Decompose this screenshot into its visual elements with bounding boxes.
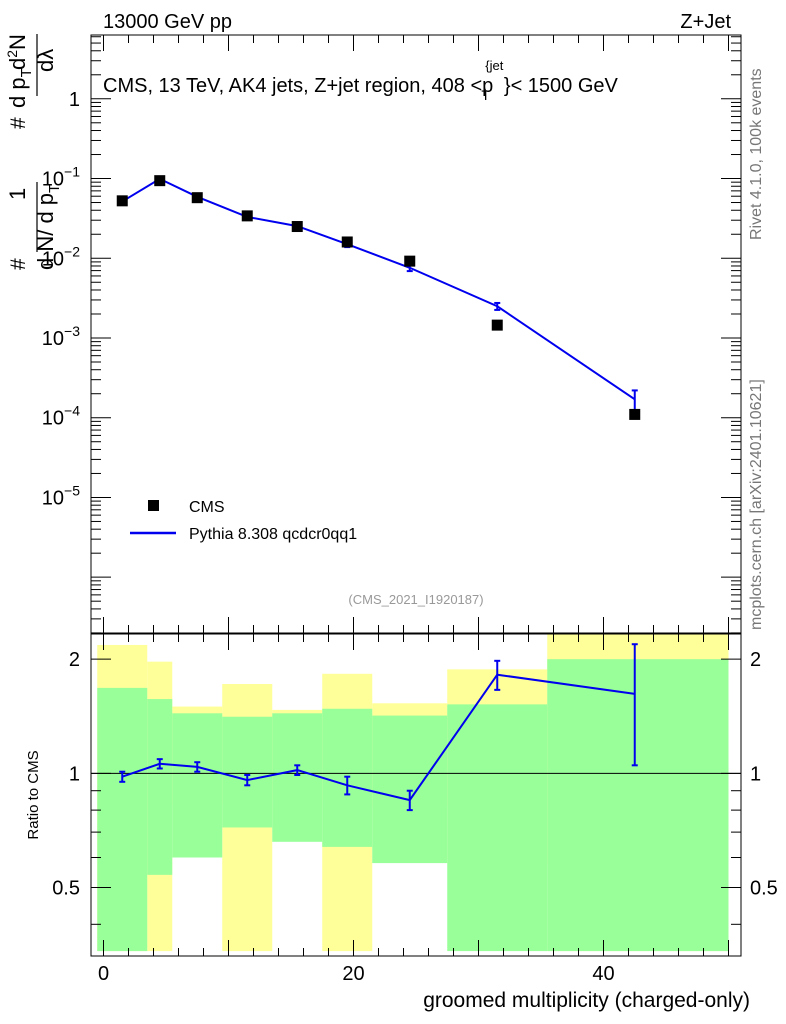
ratio-tick-label-left-1: 1 (69, 763, 80, 785)
band-inner-6 (372, 715, 448, 864)
band-inner-0 (97, 687, 148, 952)
x-tick-label-40: 40 (592, 963, 614, 985)
plot-title: CMS, 13 TeV, AK4 jets, Z+jet region, 408… (103, 58, 619, 103)
x-tick-label-0: 0 (98, 963, 109, 985)
ratio-plot-series (91, 643, 741, 812)
x-axis-label: groomed multiplicity (charged-only) (423, 989, 750, 1012)
svg-text:#: # (7, 117, 30, 129)
legend: CMS Pythia 8.308 qcdcr0qq1 (130, 499, 357, 543)
band-inner-7 (447, 704, 548, 952)
ratio-tick-label-right-0.5: 0.5 (750, 878, 778, 900)
ratio-tick-label-right-2: 2 (750, 649, 761, 671)
band-inner-3 (222, 716, 273, 828)
main-y-axis-label: # 1 d N/ d pT # d pT d2N dλ (4, 34, 63, 270)
band-inner-8 (547, 659, 729, 952)
cms-data-point-7 (491, 319, 503, 331)
svg-text:d2N: d2N (4, 34, 30, 70)
pythia-curve (121, 177, 636, 401)
ratio-y-axis-label: Ratio to CMS (25, 750, 42, 839)
y-tick-label-3: 10−3 (42, 323, 80, 350)
y-tick-label-4: 10−4 (42, 403, 80, 430)
main-panel-frame (90, 34, 742, 634)
rivet-version-label: Rivet 4.1.0, 100k events (748, 68, 765, 240)
cms-data-point-5 (341, 236, 353, 248)
cms-data-point-0 (116, 195, 128, 207)
ratio-panel-frame (90, 633, 742, 957)
cms-data-point-8 (629, 408, 641, 420)
ratio-tick-label-left-0.5: 0.5 (52, 878, 80, 900)
cms-data-point-2 (191, 192, 203, 204)
cms-data-point-3 (241, 210, 253, 222)
cms-data-point-1 (154, 175, 166, 187)
svg-text:#: # (7, 258, 30, 270)
y-tick-label-1: 10−1 (42, 164, 80, 191)
svg-text:d pT: d pT (5, 68, 35, 108)
header-left: 13000 GeV pp (103, 11, 232, 33)
header-right: Z+Jet (680, 11, 731, 33)
ratio-tick-label-left-2: 2 (69, 649, 80, 671)
band-inner-2 (172, 713, 223, 858)
legend-marker-cms (148, 500, 159, 511)
main-panel (90, 34, 742, 634)
ratio-tick-label-right-1: 1 (750, 763, 761, 785)
mcplots-label: mcplots.cern.ch [arXiv:2401.10621] (748, 379, 765, 630)
analysis-id: (CMS_2021_I1920187) (348, 592, 483, 607)
svg-text:dλ: dλ (33, 49, 58, 72)
y-tick-label-0: 1 (69, 89, 80, 111)
legend-label-cms: CMS (189, 499, 225, 516)
legend-label-pythia: Pythia 8.308 qcdcr0qq1 (189, 526, 357, 543)
main-plot-series (116, 175, 641, 420)
axis-ticks: 0 20 40 1 10−1 10−2 10−3 10−4 10−5 0.5 0.5 1 1 2 2 (42, 35, 778, 985)
y-tick-label-2: 10−2 (42, 243, 80, 270)
cms-data-point-4 (291, 221, 303, 233)
ratio-panel (90, 633, 742, 957)
band-inner-4 (272, 713, 323, 842)
cms-data-point-6 (404, 255, 416, 267)
x-tick-label-20: 20 (342, 963, 364, 985)
y-tick-label-5: 10−5 (42, 482, 80, 509)
band-inner-1 (147, 699, 173, 875)
svg-text:d N/ d pT: d N/ d pT (33, 184, 63, 270)
ratio-uncertainty-bands (97, 634, 729, 952)
svg-text:1: 1 (5, 188, 30, 200)
